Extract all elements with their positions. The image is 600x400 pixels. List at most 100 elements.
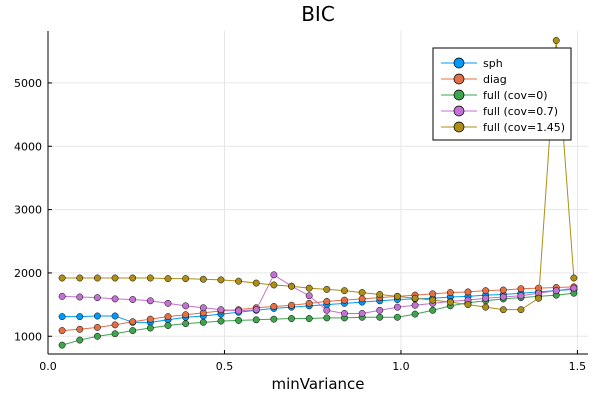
series-4-point-20 <box>411 294 419 302</box>
y-tick-label-2: 3000 <box>14 204 42 217</box>
series-2-point-0 <box>58 341 66 349</box>
series-4-point-4 <box>129 274 137 282</box>
series-2-point-3 <box>111 330 119 338</box>
series-2-point-5 <box>146 324 154 332</box>
series-1-point-21 <box>429 290 437 298</box>
series-layer <box>58 37 578 349</box>
series-3-point-28 <box>552 287 560 295</box>
legend-marker-1 <box>453 73 465 85</box>
y-tick-label-4: 5000 <box>14 77 42 90</box>
series-3-point-15 <box>323 306 331 314</box>
series-1-point-22 <box>446 289 454 297</box>
series-2-point-4 <box>129 327 137 335</box>
series-1-point-15 <box>323 297 331 305</box>
series-0-point-2 <box>93 312 101 320</box>
legend-marker-0 <box>453 57 465 69</box>
series-4-point-10 <box>235 277 243 285</box>
series-4-point-24 <box>482 303 490 311</box>
series-3-point-25 <box>499 293 507 301</box>
series-4-point-21 <box>429 296 437 304</box>
series-3-point-11 <box>252 306 260 314</box>
axes: 0.0 0.5 1.0 1.5 1000 2000 3000 4000 5000 <box>14 31 588 373</box>
series-4-point-14 <box>305 284 313 292</box>
series-3-point-19 <box>393 303 401 311</box>
series-3-point-12 <box>270 271 278 279</box>
x-tick-label-3: 1.5 <box>569 360 587 373</box>
series-3-point-5 <box>146 297 154 305</box>
series-4-point-26 <box>517 306 525 314</box>
legend-label-4: full (cov=1.45) <box>483 121 565 134</box>
series-0-point-0 <box>58 313 66 321</box>
series-4-point-3 <box>111 274 119 282</box>
series-4-point-29 <box>570 274 578 282</box>
series-1-point-3 <box>111 321 119 329</box>
series-4-point-19 <box>393 292 401 300</box>
chart-title: BIC <box>301 2 335 26</box>
series-1-point-17 <box>358 295 366 303</box>
series-2-point-15 <box>323 314 331 322</box>
series-3-point-6 <box>164 299 172 307</box>
series-line-2 <box>61 292 574 346</box>
x-tick-label-1: 0.5 <box>216 360 234 373</box>
series-1-point-0 <box>58 327 66 335</box>
series-4-point-28 <box>552 37 560 44</box>
series-1-point-24 <box>482 287 490 295</box>
series-4-point-11 <box>252 279 260 287</box>
series-4-point-12 <box>270 281 278 289</box>
series-4-point-15 <box>323 285 331 293</box>
series-2-point-11 <box>252 316 260 324</box>
x-axis-title: minVariance <box>271 375 364 393</box>
series-3-point-9 <box>217 306 225 314</box>
series-3-point-26 <box>517 292 525 300</box>
series-3-point-4 <box>129 296 137 303</box>
series-4-point-17 <box>358 289 366 297</box>
series-2-point-14 <box>305 315 313 322</box>
series-2-point-20 <box>411 310 419 318</box>
series-4-point-13 <box>288 282 295 290</box>
y-tick-label-1: 2000 <box>14 267 42 280</box>
series-3-point-17 <box>358 310 366 317</box>
series-3-point-3 <box>111 295 119 303</box>
series-2-point-9 <box>217 317 225 325</box>
legend-label-2: full (cov=0) <box>483 89 548 102</box>
legend-marker-3 <box>453 105 465 117</box>
series-4-point-6 <box>164 275 172 283</box>
legend: sph diag full (cov=0) full (cov=0.7) full (c… <box>432 47 572 141</box>
series-4-point-5 <box>146 274 154 282</box>
series-1-point-7 <box>182 311 190 319</box>
series-2-point-6 <box>164 322 172 329</box>
y-tick-label-3: 4000 <box>14 140 42 153</box>
series-3-point-1 <box>76 293 84 301</box>
series-1-point-23 <box>464 288 472 296</box>
series-1-point-25 <box>499 286 507 294</box>
series-0-point-3 <box>111 312 119 320</box>
series-3-point-2 <box>93 294 101 302</box>
series-3-point-20 <box>411 301 419 309</box>
series-0-point-1 <box>76 313 84 321</box>
series-1-point-4 <box>129 318 137 326</box>
legend-label-1: diag <box>483 73 507 86</box>
series-2-point-13 <box>288 315 295 322</box>
series-1-point-2 <box>93 323 101 331</box>
legend-label-0: sph <box>483 57 503 70</box>
series-2-point-1 <box>76 336 84 344</box>
series-3-point-10 <box>235 307 243 315</box>
series-3-point-24 <box>482 294 490 302</box>
series-line-3 <box>62 274 574 314</box>
series-4-point-18 <box>376 291 384 298</box>
series-2-point-18 <box>376 313 384 321</box>
series-4-point-1 <box>76 274 84 282</box>
series-4-point-25 <box>499 306 507 314</box>
series-1-point-12 <box>270 303 278 310</box>
series-2-point-10 <box>235 316 243 324</box>
legend-marker-2 <box>453 89 465 101</box>
x-tick-label-0: 0.0 <box>39 360 57 373</box>
series-4-point-16 <box>341 287 348 295</box>
series-4-point-23 <box>464 301 472 309</box>
series-4-point-0 <box>58 274 66 282</box>
series-3-point-29 <box>570 284 578 292</box>
series-line-0 <box>62 288 574 323</box>
series-2-point-19 <box>393 313 401 321</box>
series-2-point-21 <box>429 306 437 314</box>
